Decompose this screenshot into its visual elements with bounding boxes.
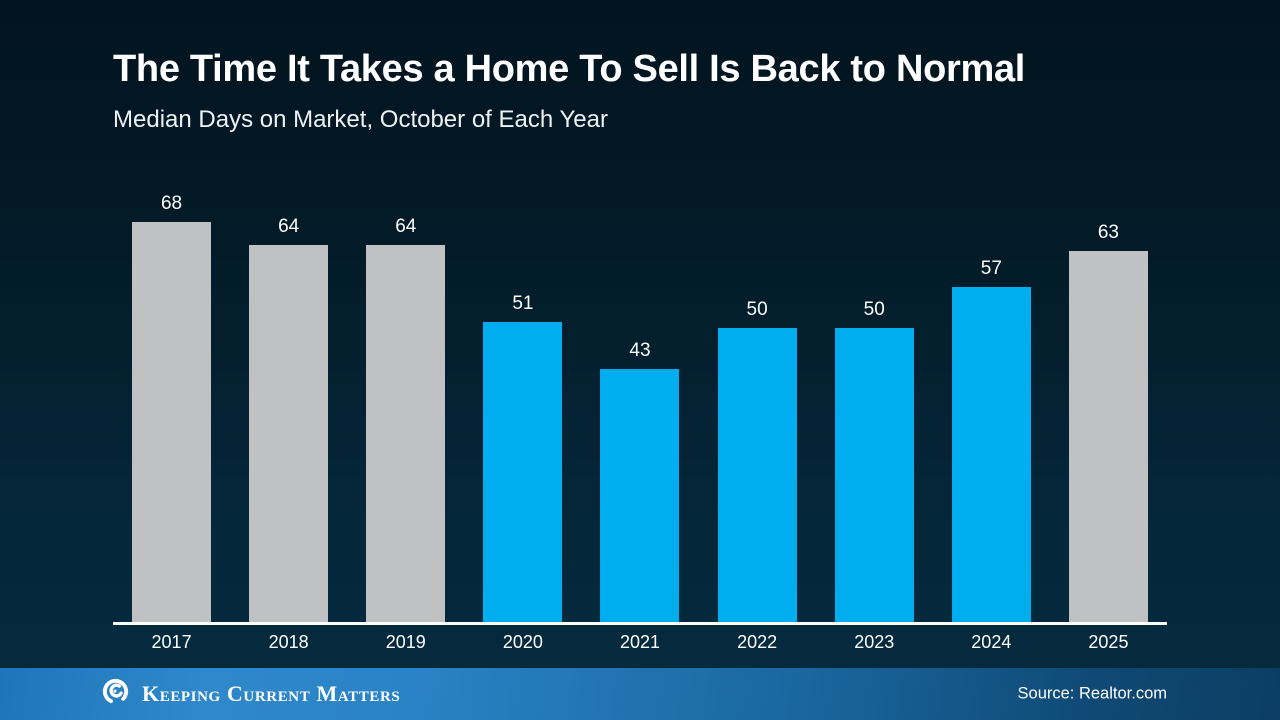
bar-group-2025: 63 [1050,185,1167,623]
bar-group-2023: 50 [816,185,933,623]
bar-value-label: 50 [746,299,768,320]
bar-value-label: 51 [512,293,534,314]
bar-group-2018: 64 [230,185,347,623]
bar-2017 [132,222,212,623]
x-tick-label: 2024 [971,632,1012,652]
x-axis-labels: 2017 2018 2019 2020 2021 2022 2023 2024 … [113,632,1167,653]
page-subtitle: Median Days on Market, October of Each Y… [113,106,608,133]
x-axis-line [113,622,1167,625]
bar-value-label: 50 [863,299,885,320]
bar-2018 [249,245,329,623]
bar-group-2017: 68 [113,185,230,623]
brand-logo-block: Keeping Current Matters [0,676,400,712]
x-tick-label: 2018 [268,632,309,652]
brand-name-text: Keeping Current Matters [142,681,401,706]
bar-group-2022: 50 [699,185,816,623]
bar-group-2024: 57 [933,185,1050,623]
bar-2023 [834,328,914,623]
kcm-swirl-icon [100,676,131,712]
footer-bar: Keeping Current Matters Source: Realtor.… [0,668,1280,720]
bar-group-2019: 64 [347,185,464,623]
bar-value-label: 63 [1097,222,1119,243]
x-tick-label: 2023 [854,632,895,652]
bar-2019 [366,245,446,623]
x-tick-label: 2021 [619,632,661,652]
bar-group-2021: 43 [581,185,698,623]
bar-2022 [717,328,797,623]
x-tick-label: 2022 [737,632,778,652]
x-tick-label: 2019 [385,632,426,652]
bar-value-label: 43 [629,340,651,361]
x-tick-label: 2017 [151,632,192,652]
bar-value-label: 64 [278,216,300,237]
bar-2021 [600,369,680,623]
page-title: The Time It Takes a Home To Sell Is Back… [113,48,1026,90]
bar-2020 [483,322,563,623]
bar-2024 [951,287,1031,623]
bar-chart: 68 64 64 51 43 50 50 57 [113,185,1167,623]
bar-value-label: 68 [160,193,183,214]
bar-value-label: 57 [980,258,1002,279]
x-tick-label: 2025 [1088,632,1129,652]
x-tick-label: 2020 [502,632,543,652]
source-attribution: Source: Realtor.com [1017,684,1167,703]
bar-value-label: 64 [395,216,417,237]
bar-2025 [1068,251,1148,623]
bar-group-2020: 51 [464,185,581,623]
